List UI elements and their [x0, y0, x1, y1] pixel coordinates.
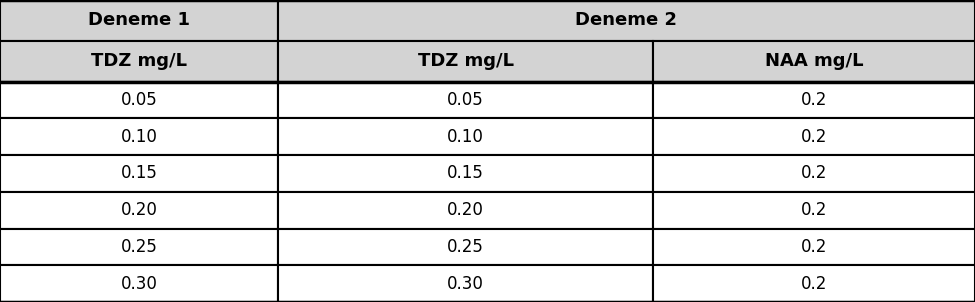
Bar: [653, 229, 975, 265]
Bar: [0, 82, 278, 118]
Text: 0.15: 0.15: [448, 164, 484, 182]
Text: NAA mg/L: NAA mg/L: [764, 52, 864, 70]
Bar: [653, 265, 975, 302]
Text: 0.10: 0.10: [448, 128, 484, 146]
Text: 0.2: 0.2: [800, 128, 828, 146]
Bar: [278, 155, 653, 192]
Text: 0.2: 0.2: [800, 238, 828, 256]
Bar: [653, 41, 975, 82]
Text: 0.25: 0.25: [448, 238, 484, 256]
Text: Deneme 2: Deneme 2: [575, 11, 678, 29]
Bar: [0, 265, 278, 302]
Text: 0.15: 0.15: [121, 164, 157, 182]
Bar: [0, 0, 278, 41]
Bar: [278, 229, 653, 265]
Text: 0.20: 0.20: [121, 201, 157, 219]
Bar: [278, 192, 653, 229]
Text: TDZ mg/L: TDZ mg/L: [417, 52, 514, 70]
Bar: [0, 118, 278, 155]
Bar: [278, 265, 653, 302]
Text: 0.05: 0.05: [121, 91, 157, 109]
Bar: [653, 155, 975, 192]
Bar: [278, 118, 653, 155]
Bar: [278, 0, 975, 41]
Text: 0.10: 0.10: [121, 128, 157, 146]
Text: 0.05: 0.05: [448, 91, 484, 109]
Text: 0.2: 0.2: [800, 275, 828, 293]
Text: 0.30: 0.30: [448, 275, 484, 293]
Bar: [0, 41, 278, 82]
Bar: [278, 82, 653, 118]
Text: Deneme 1: Deneme 1: [88, 11, 190, 29]
Bar: [278, 41, 653, 82]
Text: 0.25: 0.25: [121, 238, 157, 256]
Bar: [653, 118, 975, 155]
Text: 0.2: 0.2: [800, 164, 828, 182]
Text: 0.2: 0.2: [800, 201, 828, 219]
Bar: [0, 229, 278, 265]
Bar: [0, 155, 278, 192]
Bar: [0, 192, 278, 229]
Bar: [653, 192, 975, 229]
Text: 0.30: 0.30: [121, 275, 157, 293]
Text: TDZ mg/L: TDZ mg/L: [91, 52, 187, 70]
Bar: [653, 82, 975, 118]
Text: 0.20: 0.20: [448, 201, 484, 219]
Text: 0.2: 0.2: [800, 91, 828, 109]
